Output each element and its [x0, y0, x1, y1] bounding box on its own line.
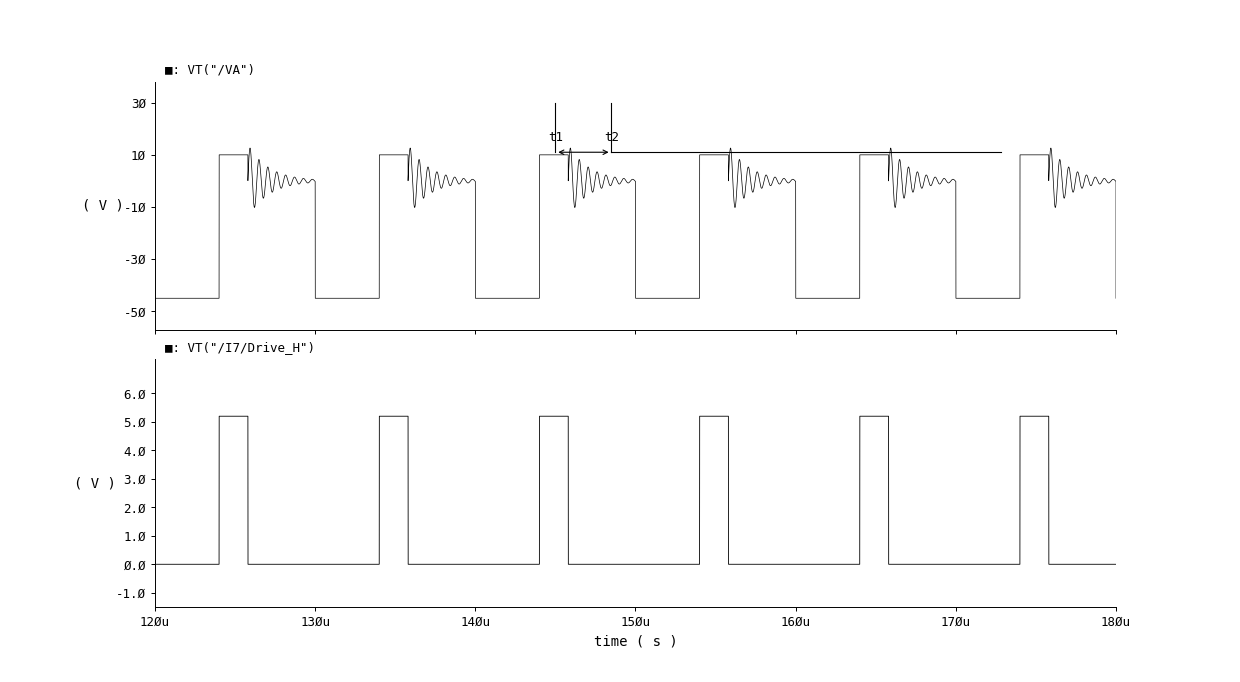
Text: ■: VT("/VA"): ■: VT("/VA"): [165, 64, 254, 77]
Text: t1: t1: [548, 132, 563, 145]
Y-axis label: ( V ): ( V ): [82, 198, 124, 213]
Text: ■: VT("/I7/Drive_H"): ■: VT("/I7/Drive_H"): [165, 341, 315, 355]
X-axis label: time ( s ): time ( s ): [594, 634, 677, 649]
Text: t2: t2: [604, 132, 619, 145]
Y-axis label: ( V ): ( V ): [74, 476, 117, 490]
